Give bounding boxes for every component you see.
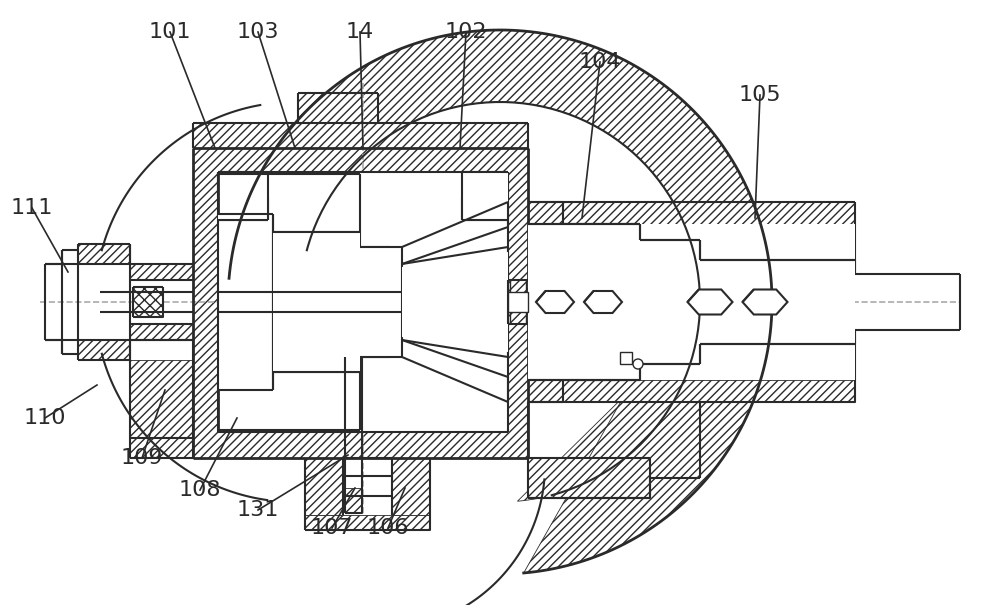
Polygon shape xyxy=(402,340,508,402)
Text: 131: 131 xyxy=(237,500,279,520)
Text: 106: 106 xyxy=(367,518,409,538)
Text: 103: 103 xyxy=(237,22,279,42)
Polygon shape xyxy=(536,291,574,313)
Polygon shape xyxy=(563,380,855,402)
Polygon shape xyxy=(402,252,508,352)
Polygon shape xyxy=(305,515,430,530)
Polygon shape xyxy=(193,148,528,458)
Polygon shape xyxy=(218,172,268,220)
Polygon shape xyxy=(528,458,650,498)
Polygon shape xyxy=(305,458,343,515)
Polygon shape xyxy=(640,240,700,260)
Polygon shape xyxy=(508,280,528,324)
Polygon shape xyxy=(392,458,430,515)
Polygon shape xyxy=(237,30,768,267)
Polygon shape xyxy=(130,324,193,340)
Polygon shape xyxy=(298,93,378,123)
Polygon shape xyxy=(273,232,390,372)
Polygon shape xyxy=(130,264,193,280)
Polygon shape xyxy=(78,340,130,360)
Polygon shape xyxy=(584,291,622,313)
Polygon shape xyxy=(130,360,193,458)
Text: 111: 111 xyxy=(11,198,53,218)
Polygon shape xyxy=(133,287,163,317)
Text: 102: 102 xyxy=(445,22,487,42)
Polygon shape xyxy=(563,202,855,224)
Polygon shape xyxy=(78,244,130,264)
Polygon shape xyxy=(462,172,508,220)
Polygon shape xyxy=(742,290,788,315)
Polygon shape xyxy=(218,174,402,430)
Polygon shape xyxy=(688,290,732,315)
Polygon shape xyxy=(528,224,855,380)
Polygon shape xyxy=(528,364,640,380)
Polygon shape xyxy=(517,255,772,573)
Text: 110: 110 xyxy=(24,408,66,428)
Polygon shape xyxy=(528,224,640,240)
Text: 109: 109 xyxy=(121,448,163,468)
Polygon shape xyxy=(640,344,700,364)
Polygon shape xyxy=(218,172,268,220)
Text: 104: 104 xyxy=(579,52,621,72)
Polygon shape xyxy=(402,202,508,264)
Polygon shape xyxy=(402,247,508,357)
Circle shape xyxy=(633,359,643,369)
Polygon shape xyxy=(193,123,528,148)
Polygon shape xyxy=(218,172,508,432)
Text: 107: 107 xyxy=(311,518,353,538)
Text: 105: 105 xyxy=(739,85,781,105)
Polygon shape xyxy=(508,292,528,312)
Bar xyxy=(620,352,632,364)
Polygon shape xyxy=(528,380,563,402)
Text: 14: 14 xyxy=(346,22,374,42)
Polygon shape xyxy=(345,488,362,513)
Polygon shape xyxy=(462,172,508,220)
Text: 101: 101 xyxy=(149,22,191,42)
Polygon shape xyxy=(528,202,563,224)
Text: 108: 108 xyxy=(179,480,221,500)
